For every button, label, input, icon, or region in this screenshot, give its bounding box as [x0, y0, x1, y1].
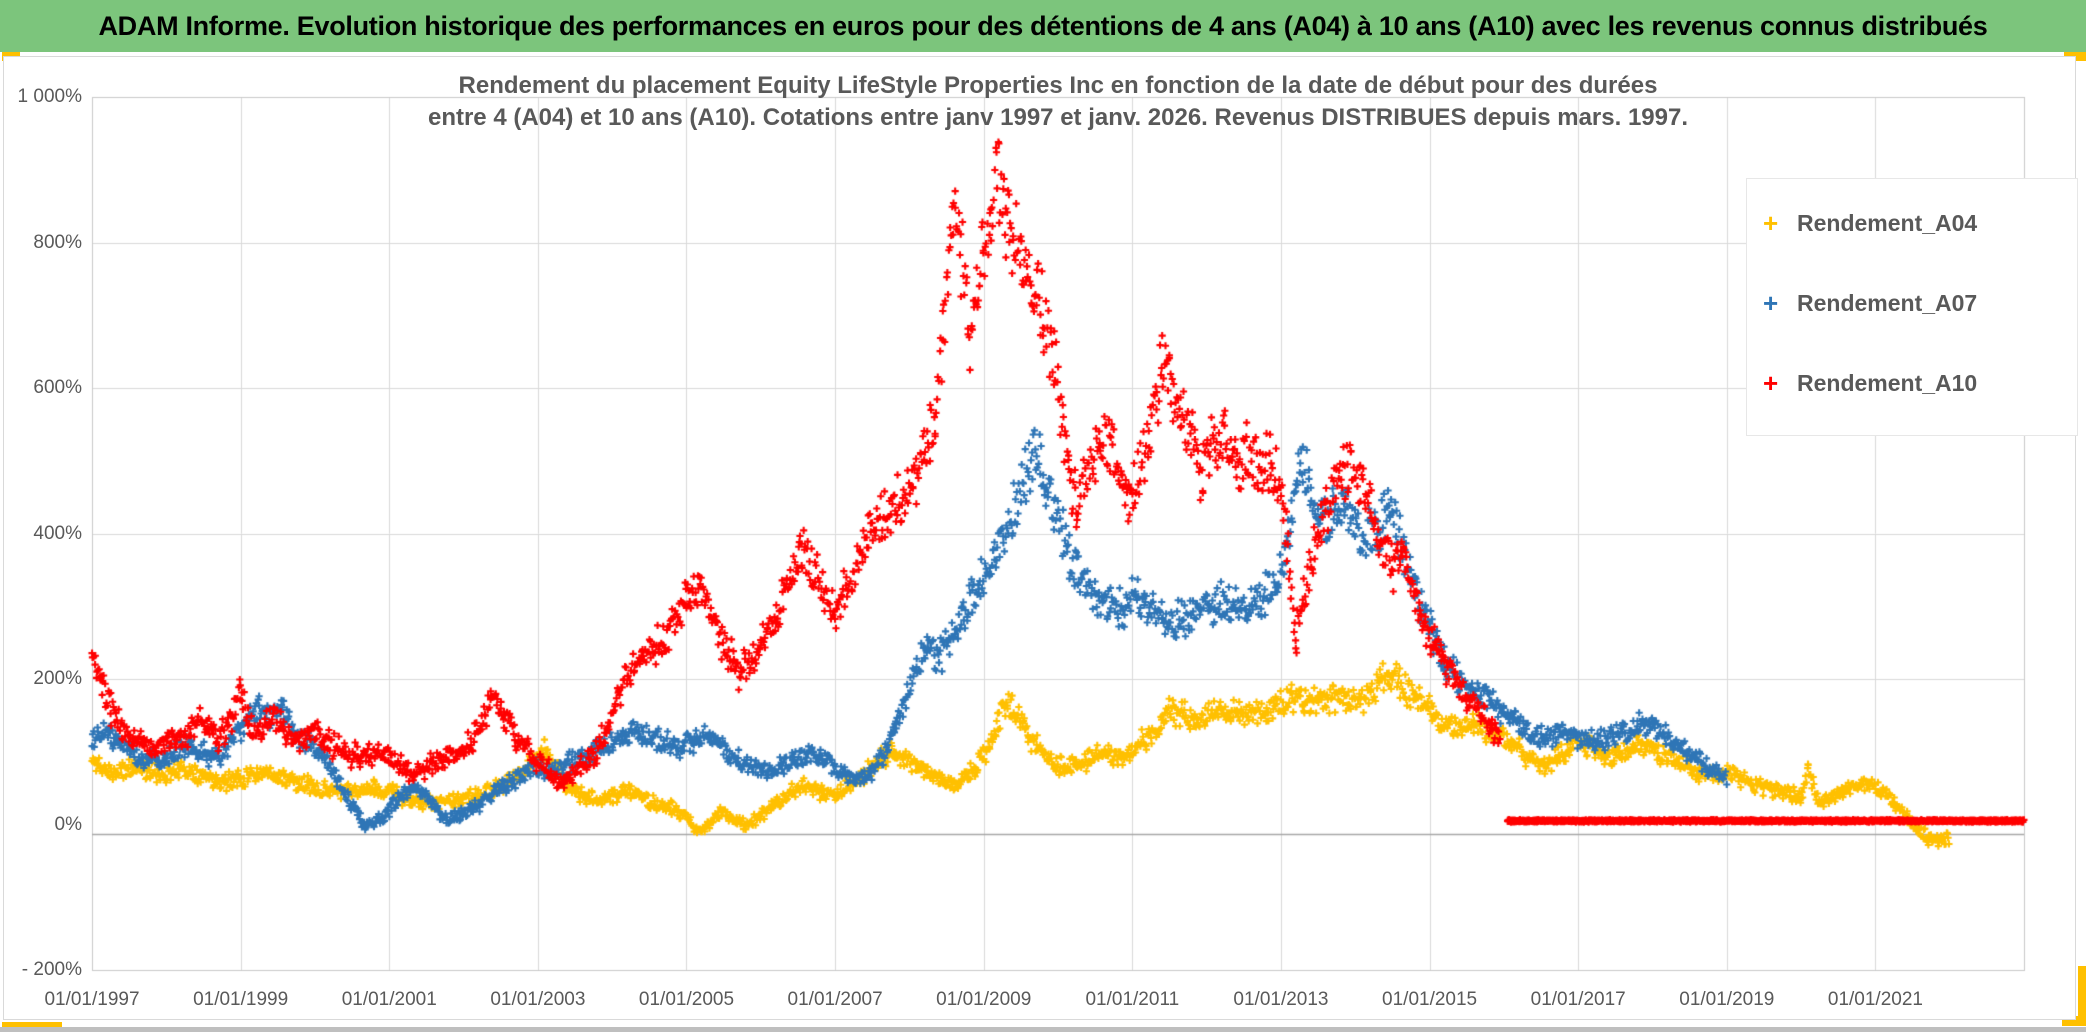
x-tick-label: 01/01/1997 — [44, 989, 140, 1010]
legend-item: + Rendement_A10 — [1747, 343, 2077, 423]
x-tick-label: 01/01/2015 — [1382, 989, 1478, 1010]
legend-plus-marker-icon: + — [1763, 208, 1779, 238]
legend-label: Rendement_A07 — [1797, 289, 1978, 316]
legend-label: Rendement_A04 — [1797, 209, 1978, 236]
y-tick-label: 0% — [54, 813, 82, 835]
y-tick-label: 400% — [33, 522, 82, 544]
y-tick-label: 1 000% — [17, 86, 82, 107]
x-tick-label: 01/01/2019 — [1679, 989, 1775, 1010]
x-tick-label: 01/01/2013 — [1233, 989, 1329, 1010]
legend-plus-marker-icon: + — [1763, 368, 1779, 398]
x-tick-label: 01/01/2011 — [1085, 989, 1180, 1010]
legend-plus-marker-icon: + — [1763, 288, 1779, 318]
x-tick-label: 01/01/2017 — [1530, 989, 1626, 1010]
chart-title-line2: entre 4 (A04) et 10 ans (A10). Cotations… — [427, 104, 1689, 131]
x-tick-label: 01/01/1999 — [193, 989, 289, 1010]
y-tick-label: 800% — [33, 231, 82, 253]
x-tick-label: 01/01/2003 — [490, 989, 586, 1010]
x-tick-label: 01/01/2005 — [638, 989, 735, 1010]
chart-title: Rendement du placement Equity LifeStyle … — [92, 70, 2024, 134]
x-tick-label: 01/01/2021 — [1827, 989, 1923, 1010]
legend-label: Rendement_A10 — [1797, 369, 1978, 396]
y-tick-label: - 200% — [21, 959, 82, 980]
y-tick-label: 600% — [33, 377, 82, 398]
legend-item: + Rendement_A07 — [1747, 263, 2077, 343]
legend-item: + Rendement_A04 — [1747, 183, 2077, 263]
x-tick-label: 01/01/2009 — [936, 989, 1032, 1010]
x-tick-label: 01/01/2007 — [787, 989, 883, 1010]
x-tick-label: 01/01/2001 — [341, 989, 437, 1010]
legend: + Rendement_A04 + Rendement_A07 + Rendement_A… — [1746, 178, 2078, 436]
y-tick-label: 200% — [33, 668, 82, 689]
chart-title-line1: Rendement du placement Equity LifeStyle … — [458, 72, 1658, 99]
